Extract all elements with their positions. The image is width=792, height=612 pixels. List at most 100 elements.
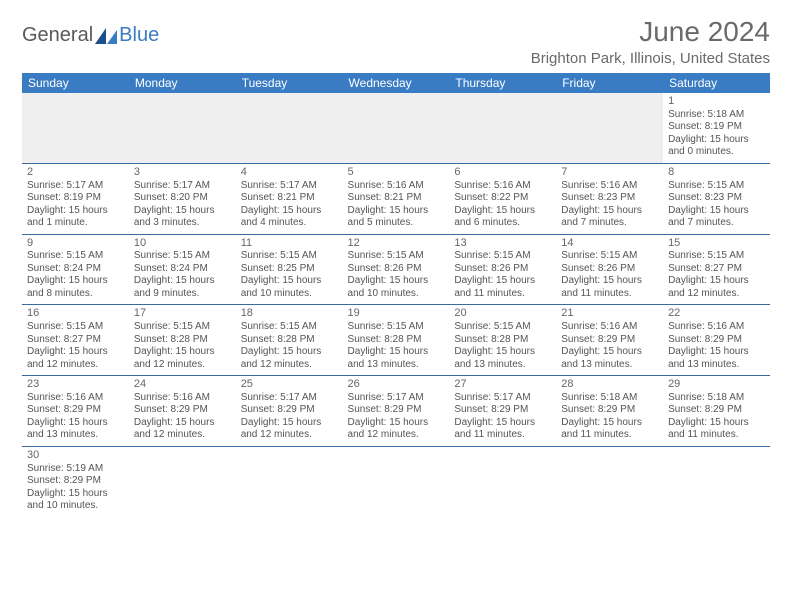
sunset-text: Sunset: 8:19 PM xyxy=(27,192,124,205)
day-number: 16 xyxy=(27,307,124,321)
calendar-cell: 5Sunrise: 5:16 AMSunset: 8:21 PMDaylight… xyxy=(343,163,450,234)
calendar-cell xyxy=(449,446,556,516)
daylight-text: Daylight: 15 hours xyxy=(668,346,765,359)
daylight-text-2: and 4 minutes. xyxy=(241,217,338,230)
calendar-cell xyxy=(449,93,556,163)
sunset-text: Sunset: 8:29 PM xyxy=(561,334,658,347)
sunset-text: Sunset: 8:26 PM xyxy=(454,263,551,276)
weekday-header: Sunday xyxy=(22,73,129,93)
daylight-text-2: and 11 minutes. xyxy=(668,429,765,442)
daylight-text: Daylight: 15 hours xyxy=(134,417,231,430)
calendar-cell: 10Sunrise: 5:15 AMSunset: 8:24 PMDayligh… xyxy=(129,234,236,305)
sunset-text: Sunset: 8:29 PM xyxy=(348,404,445,417)
sunrise-text: Sunrise: 5:17 AM xyxy=(241,180,338,193)
daylight-text: Daylight: 15 hours xyxy=(668,275,765,288)
day-number: 22 xyxy=(668,307,765,321)
day-number: 19 xyxy=(348,307,445,321)
sunset-text: Sunset: 8:27 PM xyxy=(27,334,124,347)
sunrise-text: Sunrise: 5:16 AM xyxy=(134,392,231,405)
calendar-cell xyxy=(129,446,236,516)
day-number: 21 xyxy=(561,307,658,321)
sunset-text: Sunset: 8:27 PM xyxy=(668,263,765,276)
calendar-cell: 21Sunrise: 5:16 AMSunset: 8:29 PMDayligh… xyxy=(556,305,663,376)
daylight-text: Daylight: 15 hours xyxy=(27,417,124,430)
sunrise-text: Sunrise: 5:15 AM xyxy=(348,250,445,263)
day-number: 29 xyxy=(668,378,765,392)
daylight-text: Daylight: 15 hours xyxy=(668,134,765,147)
calendar-cell: 28Sunrise: 5:18 AMSunset: 8:29 PMDayligh… xyxy=(556,376,663,447)
day-number: 23 xyxy=(27,378,124,392)
sunset-text: Sunset: 8:29 PM xyxy=(668,334,765,347)
sunrise-text: Sunrise: 5:17 AM xyxy=(134,180,231,193)
header: General Blue June 2024 Brighton Park, Il… xyxy=(22,16,770,67)
day-number: 20 xyxy=(454,307,551,321)
sunrise-text: Sunrise: 5:15 AM xyxy=(134,250,231,263)
sunset-text: Sunset: 8:29 PM xyxy=(561,404,658,417)
daylight-text-2: and 12 minutes. xyxy=(241,429,338,442)
calendar-cell: 22Sunrise: 5:16 AMSunset: 8:29 PMDayligh… xyxy=(663,305,770,376)
day-number: 4 xyxy=(241,166,338,180)
calendar-cell: 11Sunrise: 5:15 AMSunset: 8:25 PMDayligh… xyxy=(236,234,343,305)
sunset-text: Sunset: 8:23 PM xyxy=(561,192,658,205)
daylight-text-2: and 10 minutes. xyxy=(348,288,445,301)
sunset-text: Sunset: 8:28 PM xyxy=(348,334,445,347)
daylight-text-2: and 8 minutes. xyxy=(27,288,124,301)
daylight-text-2: and 3 minutes. xyxy=(134,217,231,230)
sunset-text: Sunset: 8:23 PM xyxy=(668,192,765,205)
sunset-text: Sunset: 8:29 PM xyxy=(27,475,124,488)
daylight-text: Daylight: 15 hours xyxy=(561,205,658,218)
sunset-text: Sunset: 8:29 PM xyxy=(454,404,551,417)
sunset-text: Sunset: 8:29 PM xyxy=(27,404,124,417)
calendar-cell: 3Sunrise: 5:17 AMSunset: 8:20 PMDaylight… xyxy=(129,163,236,234)
sunrise-text: Sunrise: 5:15 AM xyxy=(454,250,551,263)
weekday-header: Friday xyxy=(556,73,663,93)
daylight-text: Daylight: 15 hours xyxy=(348,205,445,218)
daylight-text: Daylight: 15 hours xyxy=(134,275,231,288)
daylight-text: Daylight: 15 hours xyxy=(241,275,338,288)
sunrise-text: Sunrise: 5:15 AM xyxy=(668,180,765,193)
daylight-text-2: and 11 minutes. xyxy=(561,429,658,442)
daylight-text-2: and 13 minutes. xyxy=(27,429,124,442)
daylight-text: Daylight: 15 hours xyxy=(454,205,551,218)
weekday-header: Tuesday xyxy=(236,73,343,93)
sunset-text: Sunset: 8:22 PM xyxy=(454,192,551,205)
sunset-text: Sunset: 8:28 PM xyxy=(454,334,551,347)
calendar-cell xyxy=(236,446,343,516)
daylight-text-2: and 12 minutes. xyxy=(27,359,124,372)
sunrise-text: Sunrise: 5:17 AM xyxy=(348,392,445,405)
sunset-text: Sunset: 8:21 PM xyxy=(348,192,445,205)
title-block: June 2024 Brighton Park, Illinois, Unite… xyxy=(531,16,770,67)
daylight-text: Daylight: 15 hours xyxy=(668,417,765,430)
daylight-text-2: and 10 minutes. xyxy=(241,288,338,301)
calendar-body: 1Sunrise: 5:18 AMSunset: 8:19 PMDaylight… xyxy=(22,93,770,517)
day-number: 12 xyxy=(348,237,445,251)
day-number: 15 xyxy=(668,237,765,251)
daylight-text-2: and 9 minutes. xyxy=(134,288,231,301)
day-number: 6 xyxy=(454,166,551,180)
sunrise-text: Sunrise: 5:15 AM xyxy=(27,250,124,263)
daylight-text: Daylight: 15 hours xyxy=(348,346,445,359)
month-title: June 2024 xyxy=(531,16,770,48)
daylight-text: Daylight: 15 hours xyxy=(134,205,231,218)
sunset-text: Sunset: 8:26 PM xyxy=(348,263,445,276)
sunrise-text: Sunrise: 5:15 AM xyxy=(241,250,338,263)
daylight-text-2: and 11 minutes. xyxy=(454,288,551,301)
daylight-text: Daylight: 15 hours xyxy=(561,417,658,430)
daylight-text: Daylight: 15 hours xyxy=(27,488,124,501)
day-number: 11 xyxy=(241,237,338,251)
logo: General Blue xyxy=(22,24,159,47)
sunrise-text: Sunrise: 5:18 AM xyxy=(668,109,765,122)
day-number: 18 xyxy=(241,307,338,321)
daylight-text: Daylight: 15 hours xyxy=(27,346,124,359)
logo-sail-icon xyxy=(95,28,117,44)
logo-text-general: General xyxy=(22,24,93,47)
daylight-text-2: and 13 minutes. xyxy=(561,359,658,372)
daylight-text-2: and 11 minutes. xyxy=(561,288,658,301)
sunrise-text: Sunrise: 5:16 AM xyxy=(348,180,445,193)
daylight-text-2: and 13 minutes. xyxy=(348,359,445,372)
calendar-cell: 24Sunrise: 5:16 AMSunset: 8:29 PMDayligh… xyxy=(129,376,236,447)
day-number: 28 xyxy=(561,378,658,392)
sunrise-text: Sunrise: 5:15 AM xyxy=(27,321,124,334)
calendar-cell xyxy=(343,446,450,516)
weekday-header: Thursday xyxy=(449,73,556,93)
